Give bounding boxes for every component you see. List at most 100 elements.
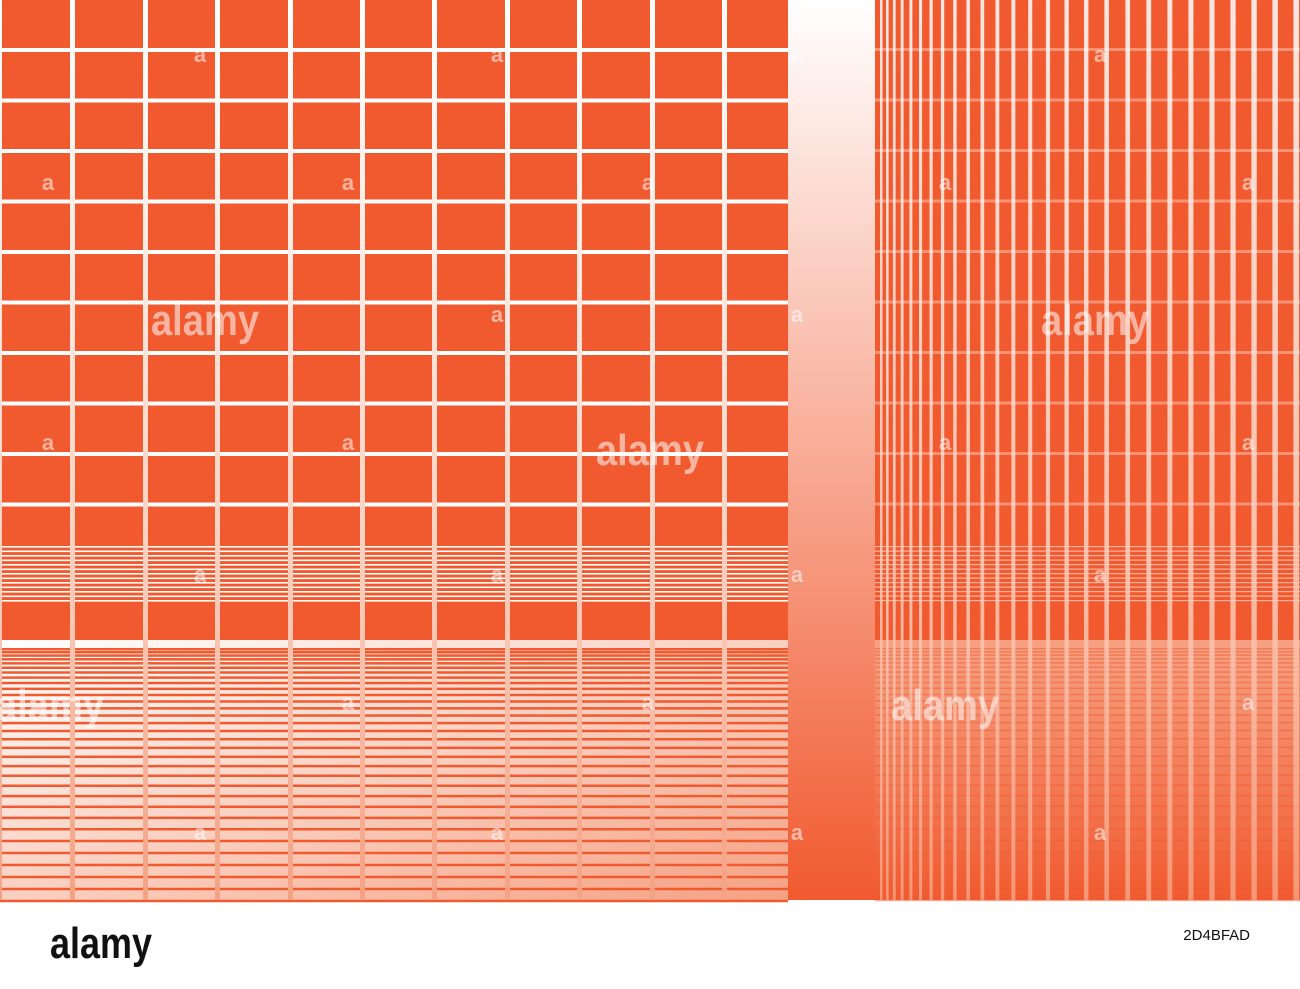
- watermark-mark: a: [791, 302, 804, 327]
- v-line: [1125, 0, 1131, 900]
- watermark-mark: a: [42, 430, 55, 455]
- watermark-mark: a: [1094, 562, 1107, 587]
- stripe: [0, 784, 788, 787]
- v-line: [940, 0, 945, 900]
- v-line: [1209, 0, 1215, 900]
- v-line: [953, 0, 957, 900]
- stripe: [0, 700, 788, 703]
- h-line: [0, 452, 788, 456]
- stripe: [0, 729, 788, 733]
- watermark-mark: a: [642, 690, 655, 715]
- image-id: 2D4BFAD: [1183, 927, 1250, 944]
- band-line: [0, 577, 788, 580]
- v-line: [1084, 0, 1089, 900]
- band-line: [0, 568, 788, 571]
- stripe: [0, 721, 788, 725]
- h-line: [0, 401, 788, 406]
- band-line: [0, 600, 788, 602]
- v-line: [900, 0, 904, 900]
- v-line: [288, 0, 293, 900]
- v-line: [360, 0, 365, 900]
- band-line: [0, 555, 788, 557]
- stripe: [0, 676, 788, 679]
- stripe: [0, 714, 788, 717]
- h-line: [0, 502, 788, 507]
- band-line: [0, 591, 788, 593]
- v-line: [919, 0, 923, 900]
- stripe: [0, 681, 788, 685]
- stripe: [0, 887, 788, 891]
- bottom-left-fade: [0, 640, 788, 900]
- v-line: [1104, 0, 1109, 900]
- v-line: [1272, 0, 1278, 900]
- watermark-mark: a: [642, 170, 655, 195]
- v-line: [966, 0, 970, 900]
- watermark-mark: a: [939, 430, 952, 455]
- watermark-mark: a: [791, 42, 804, 67]
- watermark-mark: a: [342, 430, 355, 455]
- v-line: [70, 0, 75, 900]
- grid-pattern: [0, 0, 1300, 903]
- band-line: [0, 586, 788, 589]
- stripe: [0, 648, 788, 651]
- stripe: [0, 654, 788, 657]
- h-line: [0, 149, 788, 153]
- band-line: [0, 573, 788, 575]
- v-line: [722, 0, 727, 900]
- v-line: [1251, 0, 1257, 900]
- watermark: alamy: [596, 426, 704, 475]
- watermark-mark: a: [342, 690, 355, 715]
- v-line: [1064, 0, 1069, 900]
- watermark: alamy: [151, 296, 259, 345]
- v-line: [995, 0, 1000, 900]
- band-line: [0, 564, 788, 566]
- watermark-mark: a: [1242, 170, 1255, 195]
- watermark-mark: a: [42, 170, 55, 195]
- v-line: [980, 0, 985, 900]
- v-line: [909, 0, 913, 900]
- v-line: [892, 0, 896, 900]
- stripe: [0, 839, 788, 843]
- watermark-mark: a: [1242, 430, 1255, 455]
- band-line: [0, 550, 788, 553]
- stripe: [0, 707, 788, 710]
- watermark-mark: a: [194, 820, 207, 845]
- stripe: [0, 671, 788, 674]
- watermark-mark: a: [194, 42, 207, 67]
- v-line: [1188, 0, 1194, 900]
- watermark-mark: a: [791, 820, 804, 845]
- stripe: [0, 687, 788, 691]
- v-line: [1230, 0, 1236, 900]
- stripe: [0, 875, 788, 879]
- stripe: [0, 764, 788, 768]
- watermark-mark: a: [1094, 820, 1107, 845]
- v-line: [143, 0, 148, 900]
- watermark-mark: a: [194, 562, 207, 587]
- band-line: [0, 595, 788, 598]
- stripe: [0, 863, 788, 867]
- center-column: [788, 0, 875, 900]
- stripe: [0, 662, 788, 665]
- watermark-mark: a: [491, 562, 504, 587]
- watermark-mark: a: [342, 170, 355, 195]
- stripe: [0, 794, 788, 798]
- stripe: [0, 693, 788, 697]
- stripe: [0, 746, 788, 750]
- watermark: alamy: [1041, 296, 1149, 345]
- watermark-mark: a: [491, 302, 504, 327]
- band-line: [0, 559, 788, 562]
- h-line: [0, 300, 788, 305]
- band-line: [0, 582, 788, 584]
- stripe: [0, 816, 788, 820]
- stripe: [0, 828, 788, 831]
- v-line: [215, 0, 220, 900]
- v-line: [432, 0, 437, 900]
- v-line: [886, 0, 889, 900]
- stripe: [0, 805, 788, 809]
- watermark: alamy: [0, 681, 104, 730]
- v-line: [1293, 0, 1300, 900]
- watermark-mark: a: [491, 42, 504, 67]
- stripe: [0, 899, 788, 903]
- stripe: [0, 666, 788, 669]
